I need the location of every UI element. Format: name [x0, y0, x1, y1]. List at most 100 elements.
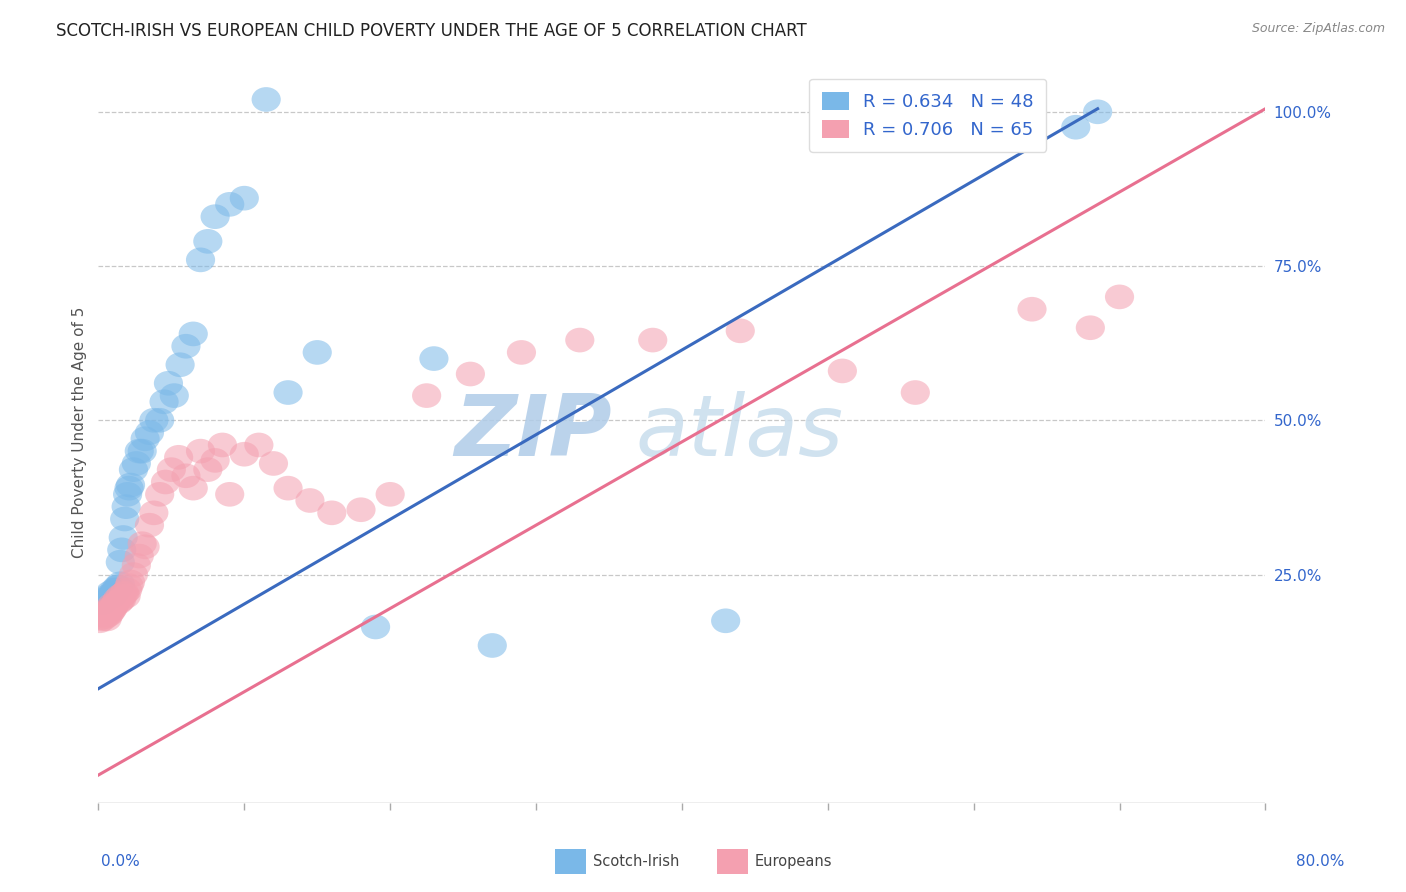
Ellipse shape: [135, 513, 165, 538]
Ellipse shape: [96, 581, 125, 606]
Ellipse shape: [318, 500, 346, 525]
Text: Source: ZipAtlas.com: Source: ZipAtlas.com: [1251, 22, 1385, 36]
Ellipse shape: [115, 473, 145, 498]
Ellipse shape: [105, 572, 135, 596]
Ellipse shape: [145, 408, 174, 433]
Ellipse shape: [1105, 285, 1135, 310]
Ellipse shape: [112, 578, 142, 602]
Ellipse shape: [90, 602, 120, 627]
Text: atlas: atlas: [636, 391, 844, 475]
Ellipse shape: [229, 442, 259, 467]
Ellipse shape: [153, 371, 183, 396]
Ellipse shape: [115, 570, 145, 594]
Ellipse shape: [1076, 316, 1105, 340]
Ellipse shape: [1062, 115, 1091, 139]
Ellipse shape: [456, 361, 485, 386]
Ellipse shape: [131, 534, 160, 559]
Ellipse shape: [96, 596, 125, 621]
Ellipse shape: [725, 318, 755, 343]
Ellipse shape: [105, 549, 135, 574]
Ellipse shape: [166, 352, 194, 377]
Ellipse shape: [252, 87, 281, 112]
Ellipse shape: [128, 439, 157, 464]
Ellipse shape: [98, 594, 128, 619]
Ellipse shape: [94, 599, 124, 624]
Ellipse shape: [186, 247, 215, 272]
Ellipse shape: [107, 587, 136, 612]
Ellipse shape: [215, 482, 245, 507]
Ellipse shape: [419, 346, 449, 371]
Y-axis label: Child Poverty Under the Age of 5: Child Poverty Under the Age of 5: [72, 307, 87, 558]
Ellipse shape: [139, 500, 169, 525]
Ellipse shape: [828, 359, 858, 384]
Ellipse shape: [193, 458, 222, 482]
Ellipse shape: [150, 469, 180, 494]
Ellipse shape: [122, 553, 150, 578]
Ellipse shape: [149, 390, 179, 414]
Text: 80.0%: 80.0%: [1296, 855, 1344, 869]
Ellipse shape: [104, 574, 134, 599]
Ellipse shape: [565, 327, 595, 352]
Ellipse shape: [1083, 99, 1112, 124]
Ellipse shape: [120, 562, 148, 587]
Ellipse shape: [125, 439, 153, 464]
Ellipse shape: [94, 602, 124, 627]
Ellipse shape: [128, 532, 157, 556]
Text: Scotch-Irish: Scotch-Irish: [593, 855, 679, 869]
Ellipse shape: [105, 588, 135, 613]
Ellipse shape: [114, 574, 143, 598]
Ellipse shape: [1018, 297, 1046, 322]
Ellipse shape: [122, 451, 150, 475]
Ellipse shape: [101, 590, 131, 615]
Ellipse shape: [346, 498, 375, 522]
Ellipse shape: [375, 482, 405, 507]
Ellipse shape: [97, 593, 127, 618]
Ellipse shape: [412, 384, 441, 408]
Ellipse shape: [295, 488, 325, 513]
Ellipse shape: [274, 380, 302, 405]
Ellipse shape: [89, 590, 117, 615]
Ellipse shape: [208, 433, 238, 458]
Ellipse shape: [103, 587, 132, 612]
Legend: R = 0.634   N = 48, R = 0.706   N = 65: R = 0.634 N = 48, R = 0.706 N = 65: [808, 78, 1046, 152]
Ellipse shape: [131, 426, 160, 451]
Ellipse shape: [274, 475, 302, 500]
Ellipse shape: [107, 538, 136, 562]
Ellipse shape: [478, 633, 508, 657]
Ellipse shape: [93, 607, 122, 632]
Ellipse shape: [114, 475, 143, 500]
Ellipse shape: [86, 608, 114, 633]
Ellipse shape: [97, 583, 127, 608]
Ellipse shape: [638, 327, 668, 352]
Ellipse shape: [101, 578, 131, 602]
Ellipse shape: [100, 578, 129, 602]
Ellipse shape: [105, 583, 135, 608]
Ellipse shape: [229, 186, 259, 211]
Ellipse shape: [110, 507, 139, 532]
Ellipse shape: [97, 598, 127, 623]
Ellipse shape: [179, 475, 208, 500]
Ellipse shape: [98, 596, 128, 621]
Ellipse shape: [89, 607, 117, 632]
Ellipse shape: [87, 606, 115, 630]
Ellipse shape: [108, 582, 138, 607]
Ellipse shape: [302, 340, 332, 365]
Ellipse shape: [91, 604, 121, 629]
Ellipse shape: [104, 590, 134, 615]
Ellipse shape: [108, 525, 138, 549]
Ellipse shape: [135, 420, 165, 445]
Ellipse shape: [96, 600, 125, 625]
Ellipse shape: [125, 543, 153, 568]
Ellipse shape: [215, 192, 245, 217]
Ellipse shape: [160, 384, 188, 408]
Ellipse shape: [94, 583, 124, 608]
Text: SCOTCH-IRISH VS EUROPEAN CHILD POVERTY UNDER THE AGE OF 5 CORRELATION CHART: SCOTCH-IRISH VS EUROPEAN CHILD POVERTY U…: [56, 22, 807, 40]
Ellipse shape: [508, 340, 536, 365]
Ellipse shape: [172, 334, 201, 359]
Ellipse shape: [157, 458, 186, 482]
Ellipse shape: [111, 583, 141, 608]
Ellipse shape: [245, 433, 273, 458]
Ellipse shape: [110, 581, 139, 606]
Ellipse shape: [259, 451, 288, 475]
Ellipse shape: [111, 494, 141, 519]
